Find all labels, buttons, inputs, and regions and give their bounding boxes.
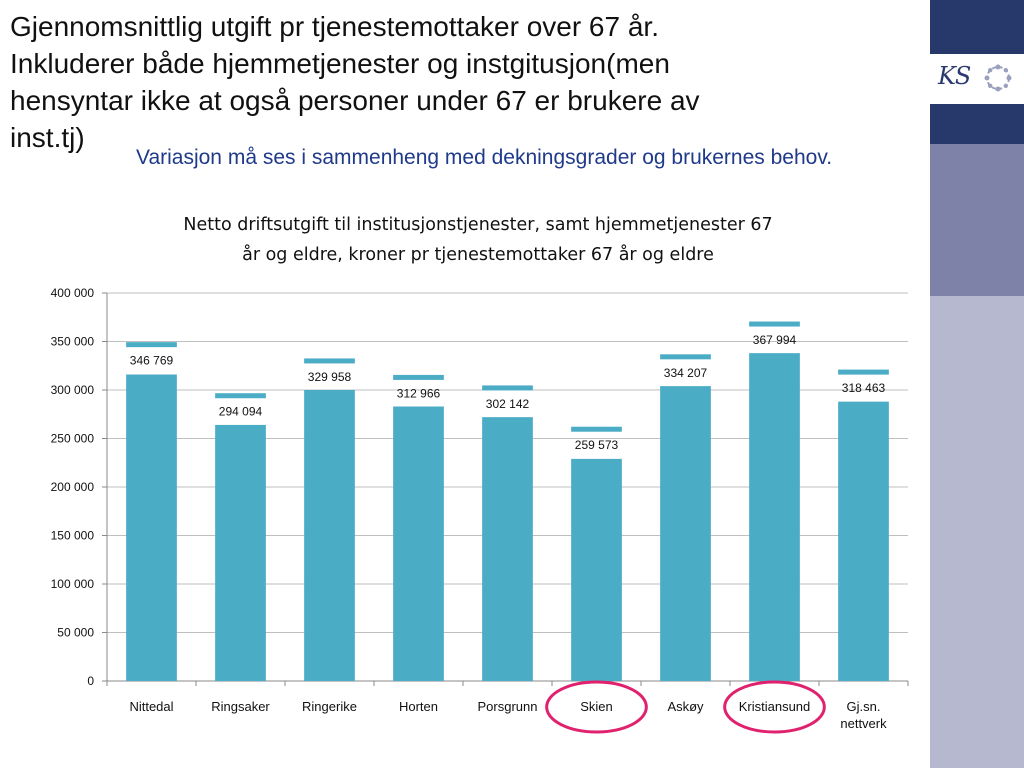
- y-tick-label: 0: [87, 674, 94, 688]
- chart-title-line-2: år og eldre, kroner pr tjenestemottaker …: [242, 245, 714, 265]
- x-category-label: Ringerike: [302, 699, 357, 714]
- highlight-circle: [723, 680, 826, 734]
- y-tick-label: 350 000: [51, 335, 95, 349]
- x-category-label-line: Porsgrunn: [478, 699, 538, 714]
- x-category-label: Gj.sn. nettverk: [840, 699, 887, 731]
- x-category-label-line: Skien: [580, 699, 613, 714]
- data-label: 312 966: [397, 386, 441, 400]
- x-category-label: Ringsaker: [211, 699, 270, 714]
- marker-line: [571, 426, 622, 432]
- bar: [660, 386, 711, 681]
- x-category-label: Skien: [580, 699, 613, 714]
- brand-sidebar: [930, 0, 1024, 768]
- sidebar-segment-light: [930, 296, 1024, 768]
- marker-line: [393, 374, 444, 380]
- data-label: 329 958: [308, 370, 352, 384]
- data-label: 294 094: [219, 405, 263, 419]
- bar: [482, 417, 533, 681]
- chart-title-line-1: Netto driftsutgift til institusjonstjene…: [183, 215, 773, 235]
- x-category-label: Porsgrunn: [478, 699, 538, 714]
- marker-line: [215, 393, 266, 399]
- data-label: 334 207: [664, 366, 708, 380]
- bar-chart: 0 50 000 100 000 150 000 200 000 250 000 300 0…: [51, 286, 909, 734]
- chart-title: Netto driftsutgift til institusjonstjene…: [108, 210, 848, 270]
- x-category-label-line: Gj.sn.: [847, 699, 881, 714]
- x-category-label: Horten: [399, 699, 438, 714]
- slide-heading: Gjennomsnittlig utgift pr tjenestemottak…: [10, 11, 700, 153]
- data-label: 346 769: [130, 354, 174, 368]
- marker-line: [126, 342, 177, 348]
- x-category-label-line: Askøy: [667, 699, 704, 714]
- data-label: 302 142: [486, 397, 530, 411]
- bar: [749, 353, 800, 681]
- y-tick-label: 100 000: [51, 577, 95, 591]
- x-category-label: Nittedal: [129, 699, 173, 714]
- sidebar-segment-top: [930, 0, 1024, 54]
- marker-line: [660, 354, 711, 360]
- marker-line: [482, 385, 533, 391]
- bar: [393, 406, 444, 681]
- y-tick-label: 250 000: [51, 432, 95, 446]
- x-category-label-line: Ringerike: [302, 699, 357, 714]
- y-tick-label: 50 000: [57, 626, 94, 640]
- x-category-label: Kristiansund: [739, 699, 811, 714]
- ring-of-people-icon: [984, 64, 1012, 92]
- bar: [304, 390, 355, 681]
- bar: [838, 401, 889, 681]
- bar: [126, 374, 177, 681]
- x-category-label: Askøy: [667, 699, 704, 714]
- sidebar-segment-mid: [930, 144, 1024, 296]
- slide-subheading: Variasjon må ses i sammenheng med deknin…: [136, 146, 833, 169]
- x-category-label-line: Nittedal: [129, 699, 173, 714]
- y-tick-label: 200 000: [51, 480, 95, 494]
- highlight-circle: [545, 680, 648, 734]
- x-category-label-line: Horten: [399, 699, 438, 714]
- ks-logo-text: KS: [938, 62, 971, 90]
- bar: [571, 458, 622, 681]
- y-tick-label: 300 000: [51, 383, 95, 397]
- data-label: 259 573: [575, 438, 619, 452]
- marker-line: [749, 321, 800, 327]
- marker-line: [304, 358, 355, 364]
- data-label: 318 463: [842, 381, 886, 395]
- y-tick-label: 400 000: [51, 286, 95, 300]
- y-tick-label: 150 000: [51, 529, 95, 543]
- marker-line: [838, 369, 889, 375]
- bar: [215, 424, 266, 681]
- sidebar-segment-dark: [930, 104, 1024, 144]
- ks-logo: KS: [930, 54, 1024, 104]
- x-category-label-line: Kristiansund: [739, 699, 811, 714]
- x-category-label-line: nettverk: [840, 716, 887, 731]
- data-label: 367 994: [753, 333, 797, 347]
- x-category-label-line: Ringsaker: [211, 699, 270, 714]
